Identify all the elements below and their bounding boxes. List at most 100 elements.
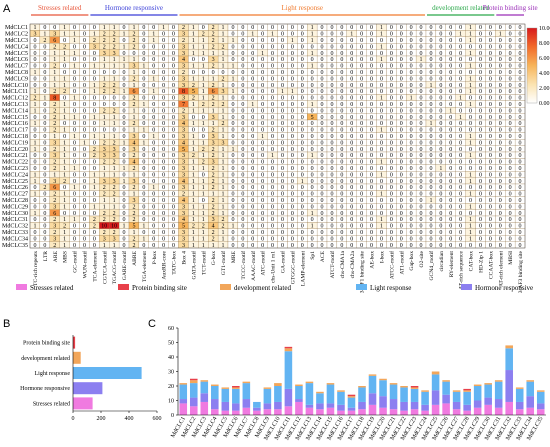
stacked-bar-segment: [326, 407, 335, 415]
heatmap-cell-value: 0: [340, 57, 343, 63]
heatmap-cell-value: 1: [311, 38, 314, 44]
heatmap-cell-value: 0: [420, 38, 423, 44]
stacked-bar-segment: [316, 403, 324, 410]
heatmap-cell-value: 1: [162, 25, 165, 31]
heatmap-cell-value: 1: [103, 64, 106, 70]
heatmap-cell-value: 1: [222, 96, 225, 102]
heatmap-cell-value: 0: [83, 108, 86, 114]
heatmap-cell-value: 0: [132, 51, 135, 57]
heatmap-cell-value: 0: [360, 96, 363, 102]
heatmap-cell-value: 0: [231, 96, 234, 102]
stacked-bar-segment: [179, 399, 188, 404]
legend-label: Hormone responsive: [475, 284, 533, 292]
heatmap-cell-value: 1: [251, 102, 254, 108]
heatmap-cell-value: 1: [469, 25, 472, 31]
heatmap-cell-value: 1: [73, 51, 76, 57]
heatmap-cell-value: 0: [123, 83, 126, 89]
heatmap-cell-value: 1: [202, 83, 205, 89]
heatmap-cell-value: 0: [311, 70, 314, 76]
heatmap-cell-value: 0: [360, 57, 363, 63]
heatmap-column-label: AAAC-motif: [250, 251, 257, 281]
heatmap-cell-value: 1: [380, 44, 383, 50]
heatmap-row-label: MdCLC1: [5, 25, 28, 31]
stacked-bar-segment: [442, 403, 450, 415]
heatmap-cell-value: 0: [43, 89, 46, 95]
heatmap-cell-value: 0: [281, 25, 284, 31]
heatmap-cell-value: 0: [162, 89, 165, 95]
heatmap-cell-value: 0: [142, 51, 145, 57]
stacked-bar-segment: [536, 403, 545, 410]
heatmap-cell-value: 0: [83, 76, 86, 82]
bar: [73, 382, 103, 395]
heatmap-cell-value: 1: [380, 57, 383, 63]
stacked-bar-segment: [452, 401, 461, 410]
heatmap-cell-value: 0: [43, 25, 46, 31]
heatmap-cell-value: 0: [93, 57, 96, 63]
stacked-bar-segment: [368, 404, 377, 415]
heatmap-cell-value: 2: [212, 64, 215, 70]
heatmap-cell-value: 0: [469, 44, 472, 50]
heatmap-cell-value: 0: [83, 25, 86, 31]
heatmap-cell-value: 0: [330, 102, 333, 108]
heatmap-cell-value: 1: [469, 76, 472, 82]
stacked-bar-segment: [515, 387, 524, 389]
legend-swatch: [356, 284, 367, 290]
heatmap-cell-value: 0: [360, 64, 363, 70]
heatmap-cell-value: 0: [479, 32, 482, 38]
heatmap-cell-value: 0: [340, 32, 343, 38]
heatmap-cell-value: 0: [410, 64, 413, 70]
stacked-bar-segment: [410, 388, 419, 402]
heatmap-cell-value: 3: [33, 32, 36, 38]
heatmap-cell-value: 0: [370, 51, 373, 57]
heatmap-cell-value: 0: [420, 44, 423, 50]
heatmap-row-label: MdCLC23: [2, 166, 28, 172]
heatmap-cell-value: 0: [429, 51, 432, 57]
heatmap-cell-value: 0: [311, 83, 314, 89]
heatmap-cell-value: 1: [469, 102, 472, 108]
heatmap-cell-value: 1: [202, 51, 205, 57]
stacked-bar-segment: [515, 388, 524, 402]
heatmap-cell-value: 1: [123, 57, 126, 63]
heatmap-cell-value: 0: [83, 89, 86, 95]
stacked-bar-segment: [505, 348, 513, 371]
heatmap-cell-value: 0: [489, 51, 492, 57]
stacked-bar-segment: [305, 404, 314, 408]
stacked-bar-segment: [431, 371, 440, 375]
heatmap-cell-value: 0: [73, 108, 76, 114]
heatmap-column-label: ABRE: [132, 250, 138, 266]
heatmap-cell-value: 0: [261, 64, 264, 70]
heatmap-column-label: Gap-box: [409, 251, 415, 271]
heatmap-cell-value: 3: [182, 83, 185, 89]
heatmap-cell-value: 0: [429, 57, 432, 63]
heatmap-cell-value: 0: [251, 38, 254, 44]
heatmap-cell-value: 0: [172, 44, 175, 50]
heatmap-cell-value: 0: [350, 64, 353, 70]
heatmap-cell-value: 1: [291, 38, 294, 44]
heatmap-cell-value: 1: [63, 25, 66, 31]
heatmap-row-label: MdCLC8: [5, 70, 28, 76]
colorbar-tick-label: 0.00: [539, 101, 550, 107]
heatmap-row-label: MdCLC4: [5, 44, 28, 50]
heatmap-cell-value: 0: [123, 76, 126, 82]
heatmap-cell-value: 8: [53, 96, 56, 102]
heatmap-cell-value: 0: [73, 70, 76, 76]
heatmap-cell-value: 3: [212, 57, 215, 63]
heatmap-cell-value: 0: [509, 83, 512, 89]
heatmap-cell-value: 1: [469, 89, 472, 95]
heatmap-cell-value: 3: [222, 89, 225, 95]
heatmap-cell-value: 6: [53, 38, 56, 44]
heatmap-row-label: MdCLC10: [2, 83, 28, 89]
heatmap-cell-value: 1: [192, 25, 195, 31]
heatmap-cell-value: 2: [103, 89, 106, 95]
heatmap-cell-value: 0: [479, 25, 482, 31]
stacked-bar-chart: MdCLC1MdCLC2MdCLC3MdCLC4MdCLC5MdCLC6MdCL…: [168, 326, 546, 442]
heatmap-cell-value: 0: [43, 76, 46, 82]
heatmap-cell-value: 0: [301, 76, 304, 82]
heatmap-cell-value: 0: [380, 102, 383, 108]
stacked-bar-segment: [211, 384, 219, 386]
heatmap-cell-value: 0: [370, 83, 373, 89]
heatmap-cell-value: 1: [212, 51, 215, 57]
heatmap-cell-value: 1: [311, 51, 314, 57]
stacked-bar-segment: [316, 391, 324, 394]
heatmap-cell-value: 2: [182, 38, 185, 44]
